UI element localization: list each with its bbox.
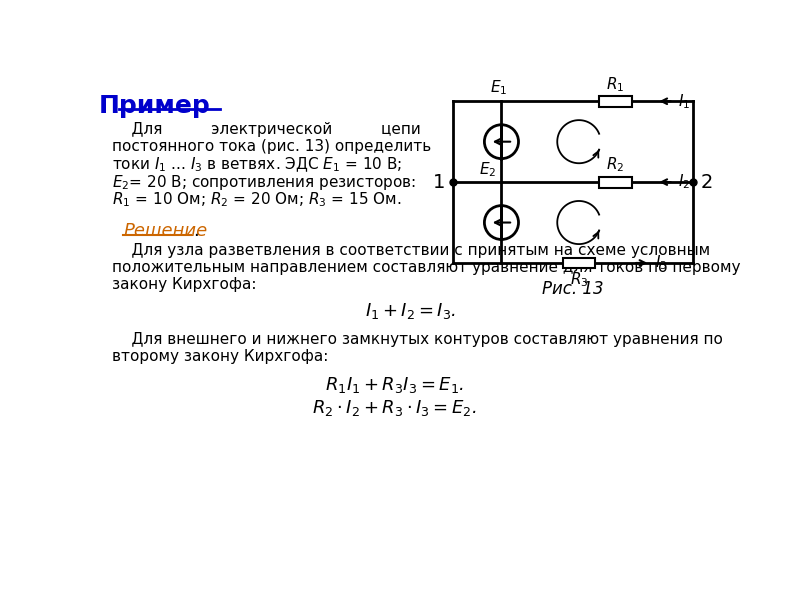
Text: $R_2 \cdot I_2 + R_3 \cdot I_3 = E_2$.: $R_2 \cdot I_2 + R_3 \cdot I_3 = E_2$. xyxy=(312,398,477,418)
Text: Рис. 13: Рис. 13 xyxy=(542,280,603,298)
Text: второму закону Кирхгофа:: второму закону Кирхгофа: xyxy=(112,349,328,364)
Text: закону Кирхгофа:: закону Кирхгофа: xyxy=(112,277,256,292)
Text: Для внешнего и нижнего замкнутых контуров составляют уравнения по: Для внешнего и нижнего замкнутых контуро… xyxy=(112,332,722,347)
Text: Пример: Пример xyxy=(98,94,210,118)
Text: токи $I_1$ ... $I_3$ в ветвях. ЭДС $E_1$ = 10 В;: токи $I_1$ ... $I_3$ в ветвях. ЭДС $E_1$… xyxy=(112,156,402,175)
FancyBboxPatch shape xyxy=(599,96,632,107)
Text: $I_1 + I_2 = I_3$.: $I_1 + I_2 = I_3$. xyxy=(365,301,455,322)
Text: $R_1$: $R_1$ xyxy=(606,75,625,94)
Text: $I_1$: $I_1$ xyxy=(678,92,690,110)
FancyBboxPatch shape xyxy=(562,257,595,268)
Text: положительным направлением составляют уравнение для токов по первому: положительным направлением составляют ур… xyxy=(112,260,740,275)
Text: Для узла разветвления в соответствии с принятым на схеме условным: Для узла разветвления в соответствии с п… xyxy=(112,243,710,258)
Text: постоянного тока (рис. 13) определить: постоянного тока (рис. 13) определить xyxy=(112,139,431,154)
Text: $R_1$ = 10 Ом; $R_2$ = 20 Ом; $R_3$ = 15 Ом.: $R_1$ = 10 Ом; $R_2$ = 20 Ом; $R_3$ = 15… xyxy=(112,190,401,209)
Text: $E_1$: $E_1$ xyxy=(490,79,507,97)
Text: 2: 2 xyxy=(701,173,713,191)
Text: Решение: Решение xyxy=(123,222,207,240)
Text: 1: 1 xyxy=(433,173,445,191)
Text: $E_2$= 20 В; сопротивления резисторов:: $E_2$= 20 В; сопротивления резисторов: xyxy=(112,173,415,192)
FancyBboxPatch shape xyxy=(599,177,632,187)
Text: $I_2$: $I_2$ xyxy=(678,173,690,191)
Text: $R_2$: $R_2$ xyxy=(606,156,625,175)
Text: $E_2$: $E_2$ xyxy=(479,160,496,179)
Text: Для          электрической          цепи: Для электрической цепи xyxy=(112,122,420,137)
Text: $I_3$: $I_3$ xyxy=(655,254,667,272)
Text: .: . xyxy=(193,222,198,240)
Text: $R_3$: $R_3$ xyxy=(570,271,588,289)
Text: $R_1 I_1 + R_3 I_3 = E_1$.: $R_1 I_1 + R_3 I_3 = E_1$. xyxy=(325,376,464,395)
